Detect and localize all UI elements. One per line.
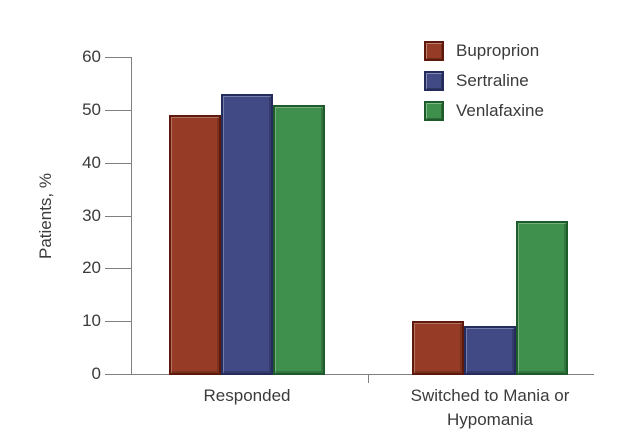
legend-swatch-buproprion [424,41,444,61]
y-axis-line [131,57,132,375]
legend-swatch-sertraline [424,71,444,91]
bar-venlafaxine-responded [273,104,325,375]
x-category-label-responded: Responded [203,386,291,405]
y-tick-label: 10 [82,311,101,331]
legend-item-sertraline: Sertraline [424,71,529,91]
y-tick-label: 0 [91,364,101,383]
legend-label: Venlafaxine [456,101,544,120]
x-axis-line [105,374,594,375]
y-tick-label: 20 [82,258,101,278]
y-tick-label: 50 [82,99,101,119]
y-tick-label: 40 [82,152,101,172]
legend-swatch-venlafaxine [424,101,444,121]
legend-label: Buproprion [456,41,540,60]
legend-item-venlafaxine: Venlafaxine [424,101,544,121]
y-tick [105,215,131,217]
bar-sertraline-responded [221,93,273,375]
y-tick-label: 30 [82,205,101,225]
y-tick [105,57,131,58]
legend-item-buproprion: Buproprion [424,41,539,61]
y-tick-label: 60 [82,47,101,66]
legend-label: Sertraline [456,71,529,90]
y-tick [105,109,131,111]
category-divider-tick [368,374,369,383]
bar-sertraline-switched-to-mania-or-hypomania [464,326,516,375]
y-tick [105,374,131,375]
y-tick [105,162,131,164]
y-tick [105,321,131,323]
y-tick [105,268,131,270]
bar-buproprion-switched-to-mania-or-hypomania [412,321,464,375]
bar-venlafaxine-switched-to-mania-or-hypomania [516,220,568,375]
x-category-label-switched-to-mania-or-hypomania: Switched to Mania or Hypomania [410,386,570,429]
bar-buproprion-responded [169,115,221,375]
